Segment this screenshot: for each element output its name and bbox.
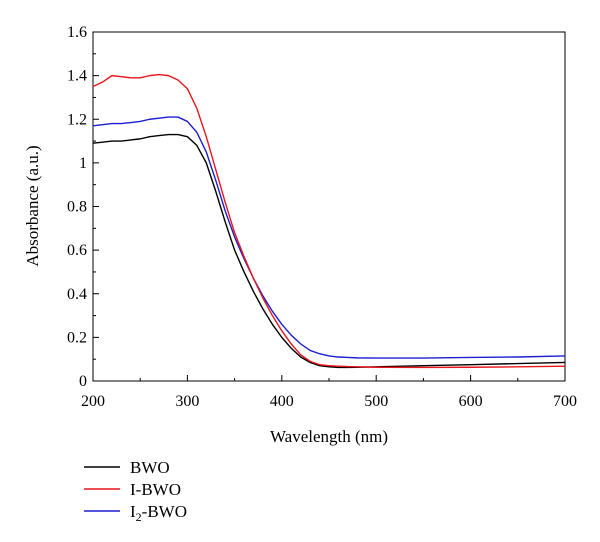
y-tick-label: 1.2 [67, 111, 87, 128]
y-tick-label: 0.2 [67, 329, 87, 346]
x-tick-label: 600 [459, 393, 483, 410]
y-tick-label: 1.6 [67, 24, 87, 41]
x-axis-ticks: 200 300 400 500 600 700 [81, 375, 577, 410]
y-tick-label: 0.6 [67, 242, 87, 259]
x-tick-label: 500 [364, 393, 388, 410]
legend: BWO I-BWO I2-BWO [84, 458, 187, 524]
x-tick-label: 700 [553, 393, 577, 410]
series-line-0 [92, 133, 566, 369]
y-tick-label: 1.4 [67, 68, 87, 85]
y-tick-label: 0.8 [67, 199, 87, 216]
series-line-2 [92, 116, 566, 359]
legend-label-bwo: BWO [130, 458, 170, 477]
series-layer [92, 73, 566, 369]
y-axis-title: Absorbance (a.u.) [23, 145, 42, 266]
y-tick-label: 1 [79, 155, 87, 172]
series-line-1 [92, 73, 566, 369]
legend-label-i-bwo: I-BWO [130, 480, 181, 499]
y-tick-label: 0.4 [67, 286, 87, 303]
x-tick-label: 300 [175, 393, 199, 410]
y-axis-ticks: 0 0.2 0.4 0.6 0.8 1 1.2 1.4 1.6 [67, 24, 99, 390]
x-axis-title: Wavelength (nm) [270, 427, 388, 446]
plot-border [92, 31, 566, 382]
x-tick-label: 400 [270, 393, 294, 410]
y-tick-label: 0 [79, 373, 87, 390]
x-tick-label: 200 [81, 393, 105, 410]
plot-frame [92, 31, 566, 382]
legend-label-i2-bwo: I2-BWO [130, 502, 187, 524]
